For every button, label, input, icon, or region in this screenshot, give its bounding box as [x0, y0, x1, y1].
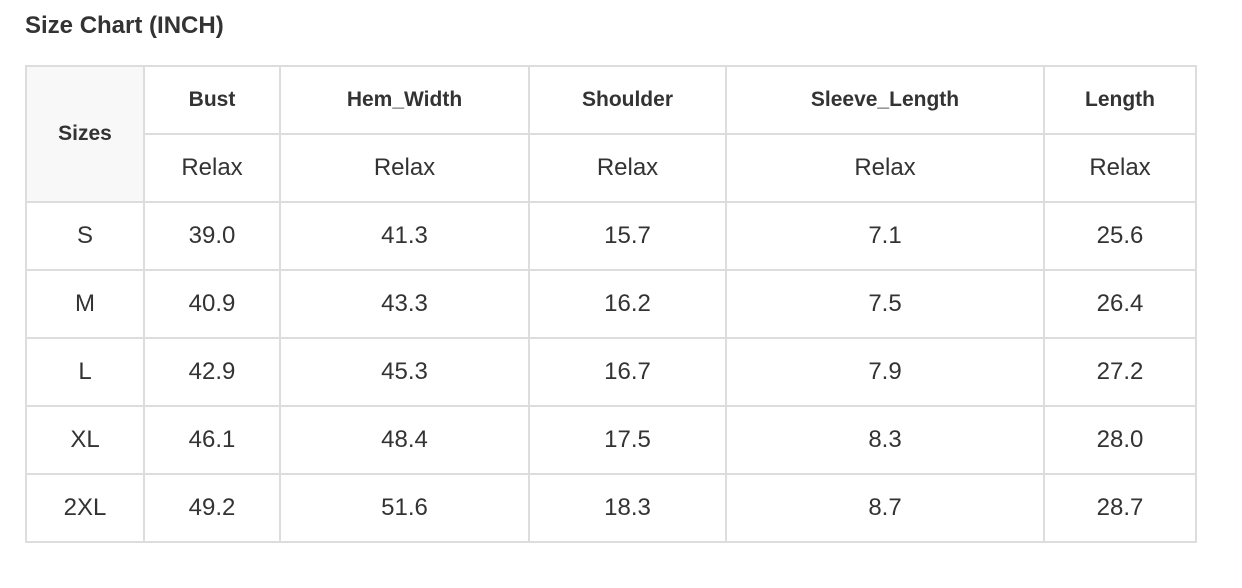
value-cell: 45.3 [279, 337, 530, 407]
column-header: Hem_Width [279, 65, 530, 135]
value-cell: 41.3 [279, 201, 530, 271]
value-cell: 51.6 [279, 473, 530, 543]
size-cell: XL [25, 405, 145, 475]
value-cell: 18.3 [528, 473, 727, 543]
subheader-row: Relax Relax Relax Relax Relax [26, 133, 1197, 203]
value-cell: 46.1 [143, 405, 281, 475]
column-subheader: Relax [1043, 133, 1197, 203]
value-cell: 8.7 [725, 473, 1045, 543]
value-cell: 27.2 [1043, 337, 1197, 407]
size-cell: M [25, 269, 145, 339]
header-row: Sizes Bust Hem_Width Shoulder Sleeve_Len… [25, 65, 1197, 203]
column-subheader: Relax [725, 133, 1045, 203]
value-cell: 16.2 [528, 269, 727, 339]
value-cell: 7.1 [725, 201, 1045, 271]
size-cell: L [25, 337, 145, 407]
table-row: M 40.9 43.3 16.2 7.5 26.4 [25, 269, 1197, 339]
value-cell: 28.7 [1043, 473, 1197, 543]
value-cell: 17.5 [528, 405, 727, 475]
value-cell: 7.5 [725, 269, 1045, 339]
value-cell: 26.4 [1043, 269, 1197, 339]
column-subheader: Relax [279, 133, 530, 203]
value-cell: 39.0 [143, 201, 281, 271]
column-header: Length [1043, 65, 1197, 135]
column-header: Bust [143, 65, 281, 135]
size-cell: 2XL [25, 473, 145, 543]
page-title: Size Chart (INCH) [25, 12, 224, 39]
column-header: Shoulder [528, 65, 727, 135]
value-cell: 28.0 [1043, 405, 1197, 475]
table-row: 2XL 49.2 51.6 18.3 8.7 28.7 [25, 473, 1197, 543]
table-row: L 42.9 45.3 16.7 7.9 27.2 [25, 337, 1197, 407]
value-cell: 8.3 [725, 405, 1045, 475]
value-cell: 48.4 [279, 405, 530, 475]
value-cell: 16.7 [528, 337, 727, 407]
size-cell: S [25, 201, 145, 271]
value-cell: 49.2 [143, 473, 281, 543]
size-chart-table: Sizes Bust Hem_Width Shoulder Sleeve_Len… [25, 65, 1197, 543]
column-subheader: Relax [143, 133, 281, 203]
value-cell: 43.3 [279, 269, 530, 339]
value-cell: 40.9 [143, 269, 281, 339]
value-cell: 42.9 [143, 337, 281, 407]
column-subheader: Relax [528, 133, 727, 203]
column-header: Sleeve_Length [725, 65, 1045, 135]
table-row: S 39.0 41.3 15.7 7.1 25.6 [25, 201, 1197, 271]
sizes-header: Sizes [25, 65, 145, 203]
value-cell: 15.7 [528, 201, 727, 271]
value-cell: 25.6 [1043, 201, 1197, 271]
value-cell: 7.9 [725, 337, 1045, 407]
table-row: XL 46.1 48.4 17.5 8.3 28.0 [25, 405, 1197, 475]
